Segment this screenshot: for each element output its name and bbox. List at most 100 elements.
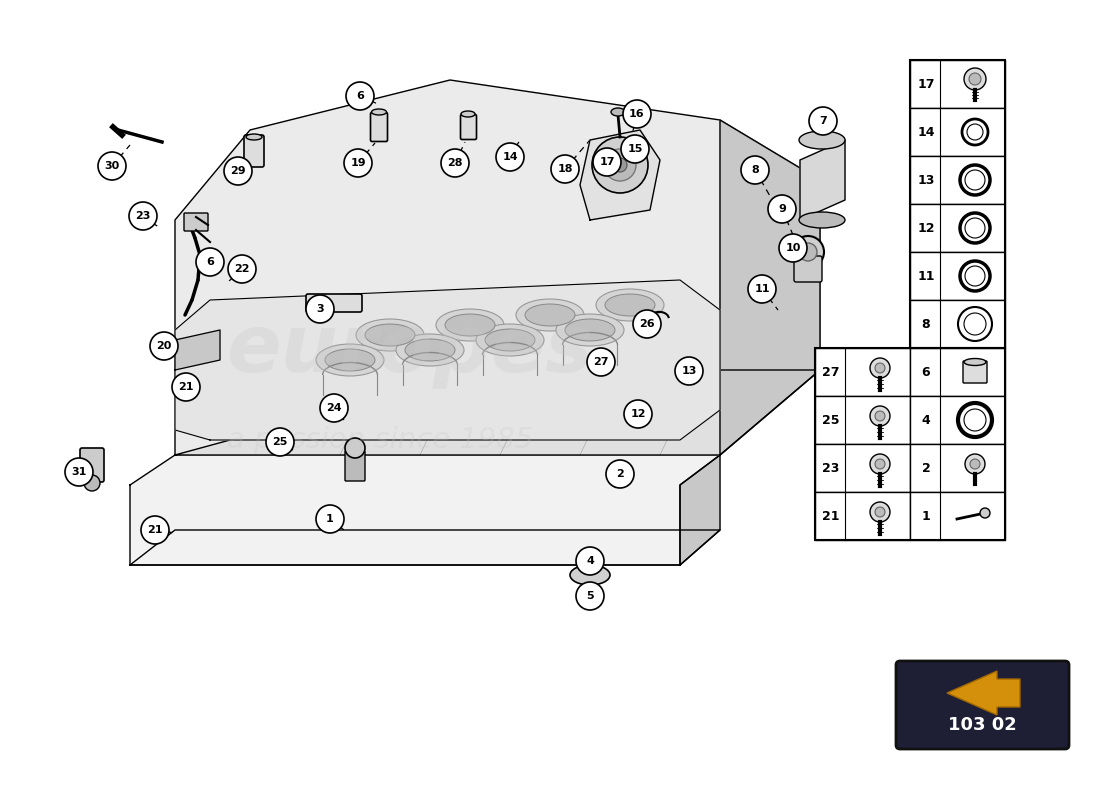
Text: 15: 15 <box>627 144 642 154</box>
Bar <box>910 60 1005 108</box>
Bar <box>910 60 1005 348</box>
Text: 5: 5 <box>586 591 594 601</box>
Text: 30: 30 <box>104 161 120 171</box>
Text: 17: 17 <box>600 157 615 167</box>
Bar <box>910 252 1005 300</box>
FancyBboxPatch shape <box>306 294 362 312</box>
Text: 27: 27 <box>593 357 608 367</box>
Text: 26: 26 <box>639 319 654 329</box>
Circle shape <box>141 516 169 544</box>
Text: 28: 28 <box>448 158 463 168</box>
Polygon shape <box>947 671 1020 715</box>
Circle shape <box>129 202 157 230</box>
Circle shape <box>320 394 348 422</box>
Ellipse shape <box>372 109 386 115</box>
Text: 12: 12 <box>630 409 646 419</box>
Circle shape <box>613 158 627 172</box>
Text: 19: 19 <box>350 158 366 168</box>
Circle shape <box>969 73 981 85</box>
FancyBboxPatch shape <box>345 451 365 481</box>
Ellipse shape <box>570 565 611 585</box>
Circle shape <box>675 357 703 385</box>
Text: 22: 22 <box>234 264 250 274</box>
Circle shape <box>576 582 604 610</box>
Circle shape <box>172 373 200 401</box>
Circle shape <box>621 135 649 163</box>
Text: 2: 2 <box>616 469 624 479</box>
Text: 23: 23 <box>823 462 839 474</box>
Circle shape <box>604 149 636 181</box>
Circle shape <box>224 157 252 185</box>
Circle shape <box>606 460 634 488</box>
Text: 2: 2 <box>922 462 931 474</box>
Ellipse shape <box>799 212 845 228</box>
Text: 25: 25 <box>823 414 839 426</box>
Text: 21: 21 <box>147 525 163 535</box>
Text: 4: 4 <box>586 556 594 566</box>
Circle shape <box>779 234 807 262</box>
Ellipse shape <box>516 299 584 331</box>
Circle shape <box>741 156 769 184</box>
Bar <box>815 396 910 444</box>
Bar <box>910 492 1005 540</box>
Ellipse shape <box>525 304 575 326</box>
Text: 14: 14 <box>503 152 518 162</box>
Bar <box>815 348 1005 540</box>
Circle shape <box>592 137 648 193</box>
Bar <box>910 348 1005 396</box>
Circle shape <box>587 348 615 376</box>
Circle shape <box>84 475 100 491</box>
Ellipse shape <box>565 319 615 341</box>
Ellipse shape <box>605 294 654 316</box>
Circle shape <box>874 411 886 421</box>
Ellipse shape <box>356 319 424 351</box>
Ellipse shape <box>436 309 504 341</box>
Text: 6: 6 <box>206 257 213 267</box>
FancyBboxPatch shape <box>371 113 387 142</box>
Text: 8: 8 <box>751 165 759 175</box>
Ellipse shape <box>556 314 624 346</box>
FancyBboxPatch shape <box>794 256 822 282</box>
Text: 27: 27 <box>823 366 839 378</box>
Text: 31: 31 <box>72 467 87 477</box>
Ellipse shape <box>610 108 625 116</box>
Polygon shape <box>175 80 819 455</box>
Circle shape <box>150 332 178 360</box>
Bar <box>815 348 910 396</box>
Text: 13: 13 <box>681 366 696 376</box>
Ellipse shape <box>324 349 375 371</box>
Circle shape <box>345 438 365 458</box>
Text: 1: 1 <box>922 510 931 522</box>
Ellipse shape <box>596 289 664 321</box>
Circle shape <box>970 459 980 469</box>
Text: 29: 29 <box>230 166 245 176</box>
Circle shape <box>576 547 604 575</box>
Polygon shape <box>720 120 820 455</box>
Polygon shape <box>175 370 819 455</box>
Circle shape <box>874 459 886 469</box>
Circle shape <box>980 508 990 518</box>
Text: 23: 23 <box>135 211 151 221</box>
Text: 14: 14 <box>917 126 935 138</box>
Polygon shape <box>130 455 720 565</box>
Circle shape <box>870 502 890 522</box>
Text: europes: europes <box>227 311 594 389</box>
Polygon shape <box>175 280 720 440</box>
Text: 20: 20 <box>156 341 172 351</box>
FancyBboxPatch shape <box>184 213 208 231</box>
Circle shape <box>799 243 817 261</box>
Text: 11: 11 <box>755 284 770 294</box>
Ellipse shape <box>799 131 845 149</box>
Polygon shape <box>680 455 720 565</box>
Circle shape <box>870 406 890 426</box>
Ellipse shape <box>405 339 455 361</box>
Ellipse shape <box>316 344 384 376</box>
Polygon shape <box>175 330 220 370</box>
Circle shape <box>768 195 796 223</box>
Text: 103 02: 103 02 <box>948 716 1016 734</box>
Circle shape <box>632 310 661 338</box>
Text: 10: 10 <box>785 243 801 253</box>
Ellipse shape <box>396 334 464 366</box>
Circle shape <box>874 507 886 517</box>
Circle shape <box>624 400 652 428</box>
